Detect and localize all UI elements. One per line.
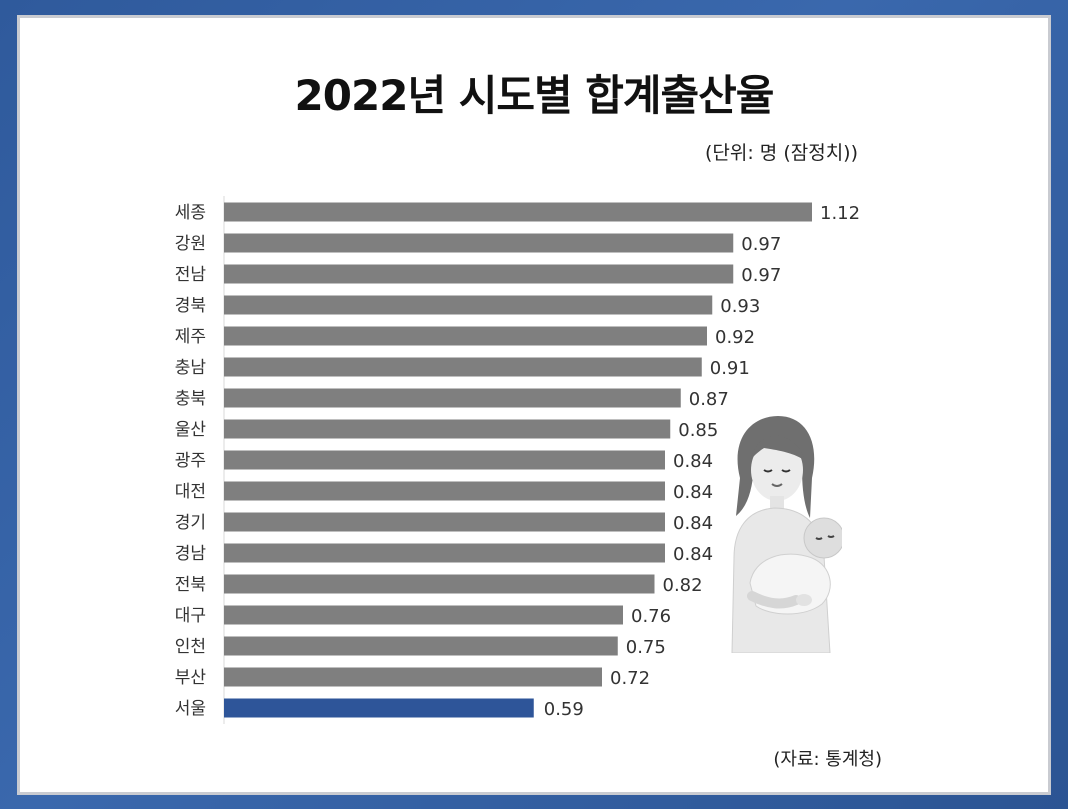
baby-head-icon (803, 517, 842, 559)
value-label: 0.59 (544, 699, 584, 720)
value-label: 1.12 (820, 203, 860, 224)
bar (224, 667, 602, 687)
source-note: (자료: 통계청) (773, 749, 882, 770)
value-label: 0.76 (631, 606, 671, 627)
hand-icon (796, 594, 812, 606)
neck-icon (770, 496, 784, 510)
value-label: 0.84 (673, 544, 713, 565)
eye-icon (763, 469, 773, 473)
value-label: 0.72 (610, 668, 650, 689)
value-label: 0.84 (673, 513, 713, 534)
bar (224, 636, 618, 656)
value-label: 0.91 (710, 358, 750, 379)
bangs-icon (750, 435, 804, 460)
value-label: 0.85 (678, 420, 718, 441)
bar (224, 357, 702, 377)
category-label: 경남 (175, 544, 207, 564)
arm-icon (747, 591, 801, 609)
category-label: 광주 (175, 451, 206, 471)
category-label: 충북 (175, 389, 206, 409)
value-label: 0.82 (663, 575, 703, 596)
category-label: 인천 (175, 637, 206, 657)
bar (224, 419, 671, 439)
value-label: 0.97 (741, 265, 781, 286)
unit-note: (단위: 명 (잠정치)) (704, 142, 858, 164)
value-label: 0.87 (689, 389, 729, 410)
baby-eye-icon (827, 535, 835, 538)
bar (224, 698, 534, 718)
value-label: 0.75 (626, 637, 666, 658)
category-label: 전북 (175, 575, 206, 595)
mouth-icon (771, 483, 783, 487)
value-label: 0.97 (741, 234, 781, 255)
bar (224, 481, 665, 501)
value-label: 0.93 (720, 296, 760, 317)
bar (224, 233, 734, 253)
category-label: 경기 (175, 513, 206, 533)
value-label: 0.84 (673, 482, 713, 503)
category-label: 전남 (175, 265, 207, 285)
bar (224, 202, 812, 222)
bar (224, 512, 665, 532)
category-label: 제주 (175, 327, 206, 347)
bar (224, 264, 734, 284)
chart-title: 2022년 시도별 합계출산율 (294, 71, 775, 120)
category-label: 충남 (175, 358, 207, 378)
eye-icon (781, 469, 791, 473)
value-label: 0.84 (673, 451, 713, 472)
bar (224, 543, 665, 563)
mother-baby-illustration (731, 416, 842, 653)
category-label: 울산 (175, 420, 207, 440)
bar (224, 574, 655, 594)
category-label: 서울 (175, 699, 206, 719)
bar (224, 605, 623, 625)
value-label: 0.92 (715, 327, 755, 348)
category-label: 대전 (175, 482, 206, 502)
category-label: 강원 (175, 234, 206, 254)
bar (224, 388, 681, 408)
category-label: 세종 (175, 203, 206, 223)
bar (224, 295, 713, 315)
baby-eye-icon (815, 537, 823, 540)
bar (224, 326, 707, 346)
face-icon (751, 439, 803, 501)
bar (224, 450, 665, 470)
category-label: 대구 (175, 606, 206, 626)
category-label: 부산 (175, 668, 207, 688)
bars-group: 세종 1.12 강원 0.97 전남 0.97 경북 0.93 제주 0.92 충남 0.91 충북 0.… (175, 202, 860, 720)
category-label: 경북 (175, 296, 206, 316)
